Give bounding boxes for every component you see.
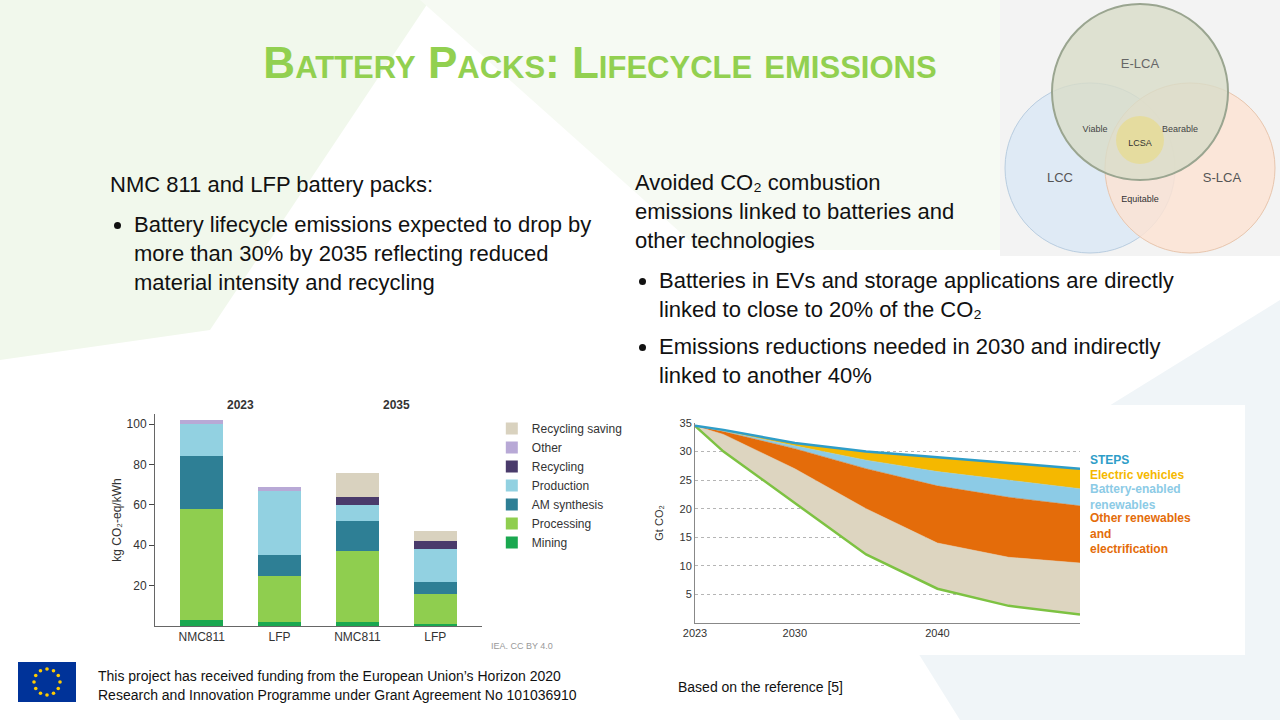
svg-text:5: 5 xyxy=(686,588,692,600)
svg-text:2023: 2023 xyxy=(227,398,254,412)
svg-text:Other renewablesandelectrifica: Other renewablesandelectrification xyxy=(1090,511,1191,556)
svg-text:IEA. CC BY 4.0: IEA. CC BY 4.0 xyxy=(491,641,553,651)
svg-text:2040: 2040 xyxy=(925,627,949,639)
svg-text:2035: 2035 xyxy=(383,398,410,412)
svg-text:AM synthesis: AM synthesis xyxy=(532,498,603,512)
svg-text:60: 60 xyxy=(133,498,147,512)
svg-text:Battery-enabledrenewables: Battery-enabledrenewables xyxy=(1090,482,1181,512)
html-text:Emissions reductions needed in: Emissions reductions needed in 2030 and … xyxy=(659,334,1161,388)
svg-text:Recycling: Recycling xyxy=(532,460,584,474)
svg-text:10: 10 xyxy=(680,560,692,572)
svg-text:2030: 2030 xyxy=(783,627,807,639)
html-text:This project has received fund: This project has received funding from t… xyxy=(98,668,561,684)
svg-text:15: 15 xyxy=(680,531,692,543)
svg-text:40: 40 xyxy=(133,538,147,552)
svg-text:E-LCA: E-LCA xyxy=(1121,56,1160,71)
svg-text:NMC811: NMC811 xyxy=(178,630,225,644)
svg-text:100: 100 xyxy=(127,417,147,431)
svg-text:2023: 2023 xyxy=(683,627,707,639)
svg-text:30: 30 xyxy=(680,445,692,457)
svg-text:STEPS: STEPS xyxy=(1090,453,1129,467)
svg-text:S-LCA: S-LCA xyxy=(1203,170,1242,185)
html-text:Based on the reference [5]: Based on the reference [5] xyxy=(678,679,843,695)
html-text:Battery lifecycle emissions ex: Battery lifecycle emissions expected to … xyxy=(134,212,592,295)
html-text:Avoided CO₂ combustion emissio: Avoided CO₂ combustion emissions linked … xyxy=(635,170,955,253)
html-text:Research and Innovation Progra: Research and Innovation Programme under … xyxy=(98,687,577,703)
html-text:Battery Packs: Lifecycle emiss: Battery Packs: Lifecycle emissions xyxy=(263,38,937,87)
svg-text:Equitable: Equitable xyxy=(1121,194,1159,204)
svg-text:LFP: LFP xyxy=(269,630,291,644)
html-text:Batteries in EVs and storage a: Batteries in EVs and storage application… xyxy=(659,268,1174,322)
svg-text:25: 25 xyxy=(680,474,692,486)
svg-text:Viable: Viable xyxy=(1083,124,1108,134)
svg-text:Other: Other xyxy=(532,441,562,455)
svg-text:kg CO₂-eq/kWh: kg CO₂-eq/kWh xyxy=(110,478,124,561)
svg-text:NMC811: NMC811 xyxy=(334,630,381,644)
svg-text:Recycling saving: Recycling saving xyxy=(532,422,622,436)
svg-text:20: 20 xyxy=(133,579,147,593)
svg-text:LFP: LFP xyxy=(424,630,446,644)
svg-text:Mining: Mining xyxy=(532,536,567,550)
html-text:NMC 811 and LFP battery packs:: NMC 811 and LFP battery packs: xyxy=(110,172,434,197)
svg-text:80: 80 xyxy=(133,458,147,472)
svg-text:35: 35 xyxy=(680,417,692,429)
svg-text:Production: Production xyxy=(532,479,589,493)
svg-text:Bearable: Bearable xyxy=(1162,124,1198,134)
svg-text:Electric vehicles: Electric vehicles xyxy=(1090,468,1184,482)
svg-text:Gt CO₂: Gt CO₂ xyxy=(653,505,665,540)
svg-text:LCC: LCC xyxy=(1047,170,1073,185)
svg-text:LCSA: LCSA xyxy=(1128,138,1152,148)
svg-text:Processing: Processing xyxy=(532,517,591,531)
svg-text:20: 20 xyxy=(680,503,692,515)
